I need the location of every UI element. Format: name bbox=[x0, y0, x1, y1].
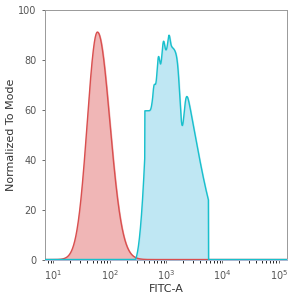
X-axis label: FITC-A: FITC-A bbox=[149, 284, 183, 294]
Y-axis label: Normalized To Mode: Normalized To Mode bbox=[6, 78, 16, 191]
